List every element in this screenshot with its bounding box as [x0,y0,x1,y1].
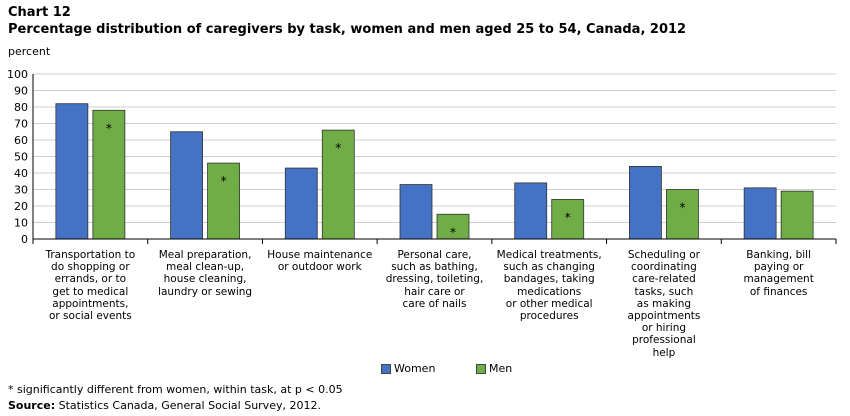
x-category-label-line: as making [636,297,692,310]
x-category-label-line: management [743,273,814,286]
x-category-label: Meal preparation, meal clean-up, house cle… [150,249,260,298]
bar-men-0 [92,109,126,240]
x-category-label-line: help [652,346,676,359]
x-category-label: Transportation to do shopping or errands, … [35,249,145,322]
legend-swatch-women [381,363,391,374]
y-tick-label: 20 [14,200,28,213]
significance-footnote: * significantly different from women, wi… [8,383,343,396]
x-category-label-line: laundry or sewing [158,285,253,298]
x-category-label: Medical treatments, such as changing banda… [494,249,604,322]
x-category-label-line: or hiring [641,322,687,335]
chart-number: Chart 12 [8,5,71,20]
x-category-label: Scheduling or coordinating care-related tas… [609,249,719,359]
bar-women-0 [55,103,89,240]
x-category-label-line: procedures [519,310,579,323]
y-tick-label: 80 [14,101,28,114]
bar-women-6 [743,187,777,240]
y-tick-label: 40 [14,167,28,180]
source-text: Statistics Canada, General Social Survey… [55,399,321,412]
x-category-label-line: bandages, taking [503,273,595,286]
x-category-label-line: such as changing [503,261,595,274]
source-note: Source: Statistics Canada, General Socia… [8,399,321,412]
x-category-label-line: house cleaning, [163,273,247,286]
x-category-label: Personal care, such as bathing, dressing, … [380,249,490,310]
legend-label-men: Men [489,362,513,375]
y-tick-label: 0 [21,233,28,246]
x-category-label-line: tasks, such [634,285,694,298]
legend-swatch-men [476,363,486,374]
x-category-label-line: hair care or [404,285,465,298]
x-category-label-line: Scheduling or [627,249,700,261]
x-category-label-line: House maintenance [267,249,373,261]
x-category-label-line: errands, or to [54,273,127,286]
x-category-label: Banking, bill paying or management of finan… [724,249,834,298]
y-axis-unit-label: percent [8,45,51,58]
x-category-label-line: medications [517,285,582,298]
significance-marker: * [221,174,227,188]
x-category-label-line: get to medical [52,285,129,298]
x-category-label-line: Medical treatments, [496,249,602,261]
bar-women-2 [284,167,318,240]
bar-women-1 [170,131,203,240]
bar-men-1 [207,162,240,240]
significance-marker: * [679,201,685,215]
x-category-label-line: or other medical [505,297,593,310]
x-category-label-line: appointments [627,310,701,323]
x-category-label-line: meal clean-up, [166,261,245,274]
legend-item-women: Women [381,362,435,375]
x-category-label-line: Transportation to [45,249,136,261]
x-category-label-line: Meal preparation, [158,249,252,261]
x-category-label: House maintenance or outdoor work [265,249,375,273]
y-tick-label: 30 [14,184,28,197]
x-category-label-line: professional [632,334,696,347]
y-tick-label: 10 [14,217,28,230]
bar-men-3 [436,213,470,240]
legend-item-men: Men [476,362,512,375]
x-category-label-line: such as bathing, [391,261,478,274]
x-category-label-line: care-related [632,273,696,286]
x-category-label-line: coordinating [631,261,697,274]
x-category-label-line: or outdoor work [277,261,362,274]
bar-men-2 [321,129,355,240]
x-category-label-line: paying or [753,261,804,274]
x-category-label-line: care of nails [402,297,467,310]
x-category-label-line: of finances [749,285,808,298]
significance-marker: * [106,121,112,135]
source-label: Source: [8,399,56,412]
significance-marker: * [565,210,571,224]
y-tick-label: 100 [7,68,28,81]
x-category-label-line: dressing, toileting, [385,273,484,286]
bar-women-3 [399,184,433,240]
bar-men-6 [780,190,814,240]
y-tick-label: 50 [14,151,28,164]
y-tick-label: 60 [14,134,28,147]
x-category-label-line: Personal care, [397,249,472,261]
significance-marker: * [450,225,456,239]
x-category-label-line: Banking, bill [746,249,811,261]
bar-women-4 [514,182,548,240]
x-category-label-line: appointments, [52,297,129,310]
bar-women-5 [629,165,662,240]
x-category-label-line: do shopping or [51,261,130,274]
chart-title: Percentage distribution of caregivers by… [8,22,687,37]
y-tick-label: 90 [14,85,28,98]
legend-label-women: Women [394,362,436,375]
y-tick-label: 70 [14,118,28,131]
x-category-label-line: or social events [48,310,132,323]
significance-marker: * [335,141,341,155]
